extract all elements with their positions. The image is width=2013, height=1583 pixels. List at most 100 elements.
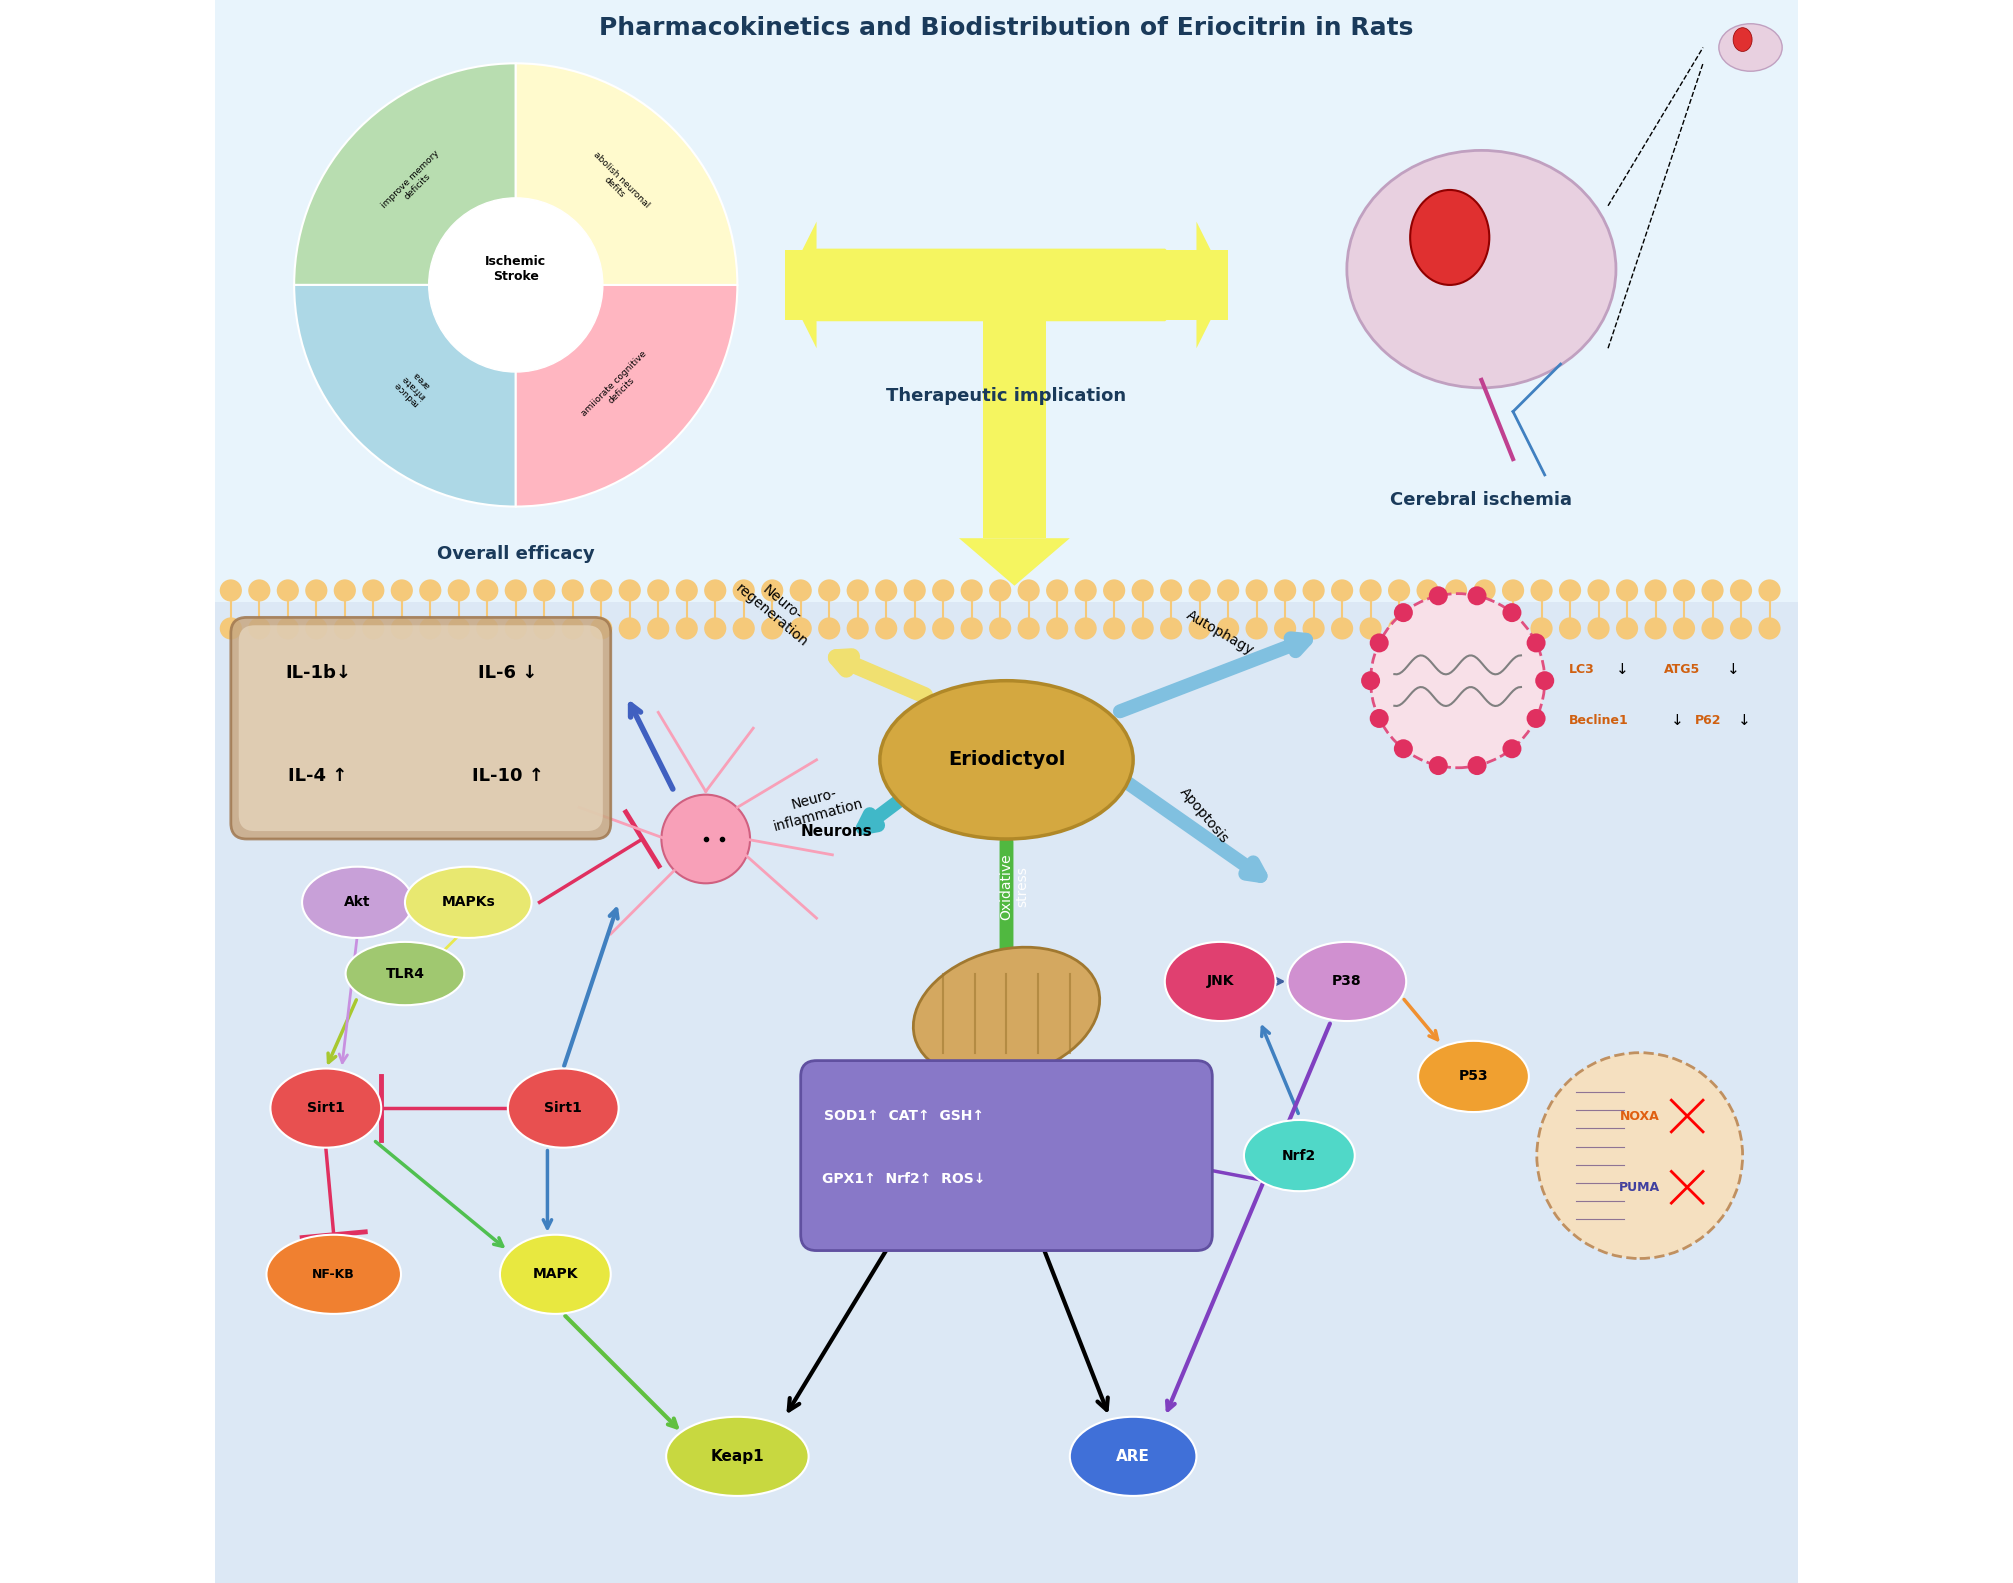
Circle shape [391, 617, 413, 640]
Circle shape [477, 579, 499, 602]
Ellipse shape [1288, 942, 1407, 1021]
Circle shape [362, 579, 384, 602]
Circle shape [1729, 579, 1751, 602]
Text: Sirt1: Sirt1 [544, 1102, 582, 1114]
Circle shape [1536, 671, 1554, 690]
Ellipse shape [346, 942, 465, 1005]
Circle shape [1331, 617, 1353, 640]
Circle shape [847, 579, 870, 602]
Text: ↓: ↓ [1737, 712, 1751, 728]
Text: Overall efficacy: Overall efficacy [437, 545, 594, 564]
Circle shape [391, 579, 413, 602]
FancyArrowPatch shape [1119, 638, 1306, 711]
Text: Ischemic
Stroke: Ischemic Stroke [485, 255, 546, 283]
Circle shape [761, 579, 783, 602]
Circle shape [904, 617, 926, 640]
Text: Autophagy: Autophagy [1184, 608, 1256, 659]
Circle shape [505, 579, 527, 602]
Circle shape [419, 579, 441, 602]
Circle shape [334, 617, 356, 640]
Text: Neurons: Neurons [801, 823, 872, 839]
Bar [215, 602, 1798, 1583]
Ellipse shape [1166, 942, 1276, 1021]
Circle shape [1131, 617, 1153, 640]
Wedge shape [515, 285, 737, 507]
Circle shape [876, 617, 898, 640]
Circle shape [1047, 617, 1069, 640]
Text: reduce
infrate
area: reduce infrate area [393, 366, 435, 408]
Circle shape [960, 579, 982, 602]
Text: Nrf2: Nrf2 [1282, 1149, 1317, 1162]
Circle shape [1616, 617, 1639, 640]
Circle shape [533, 579, 556, 602]
Wedge shape [515, 63, 737, 285]
Circle shape [306, 579, 328, 602]
FancyArrowPatch shape [864, 793, 910, 828]
Circle shape [590, 579, 612, 602]
Circle shape [1371, 594, 1544, 768]
Circle shape [662, 795, 751, 883]
Circle shape [1429, 586, 1447, 605]
Circle shape [988, 617, 1011, 640]
Circle shape [1075, 617, 1097, 640]
Text: ↓: ↓ [1727, 662, 1739, 678]
Circle shape [733, 617, 755, 640]
Text: MAPK: MAPK [533, 1268, 578, 1281]
Circle shape [1645, 579, 1667, 602]
Ellipse shape [1411, 190, 1490, 285]
Text: ↓: ↓ [1616, 662, 1629, 678]
Circle shape [1673, 617, 1695, 640]
Circle shape [306, 617, 328, 640]
Circle shape [904, 579, 926, 602]
Circle shape [248, 617, 270, 640]
Ellipse shape [1069, 1417, 1196, 1496]
Polygon shape [1196, 222, 1228, 348]
Ellipse shape [1347, 150, 1616, 388]
Text: NOXA: NOXA [1620, 1110, 1659, 1122]
Ellipse shape [1417, 1042, 1530, 1111]
Circle shape [505, 617, 527, 640]
Circle shape [676, 579, 699, 602]
Circle shape [1274, 579, 1296, 602]
Circle shape [1302, 579, 1325, 602]
Circle shape [1359, 617, 1381, 640]
Circle shape [477, 617, 499, 640]
Circle shape [705, 579, 727, 602]
Circle shape [1502, 579, 1524, 602]
Circle shape [1417, 579, 1439, 602]
Circle shape [1759, 579, 1782, 602]
Circle shape [1530, 617, 1552, 640]
Text: GPX1↑  Nrf2↑  ROS↓: GPX1↑ Nrf2↑ ROS↓ [821, 1173, 984, 1186]
FancyArrow shape [817, 250, 1204, 321]
Circle shape [533, 617, 556, 640]
Circle shape [1075, 579, 1097, 602]
Circle shape [618, 579, 640, 602]
Circle shape [1369, 633, 1389, 652]
Text: Cerebral ischemia: Cerebral ischemia [1391, 491, 1572, 508]
Text: Neuro-
inflammation: Neuro- inflammation [769, 780, 866, 834]
Circle shape [248, 579, 270, 602]
Text: abolish neuronal
defits: abolish neuronal defits [584, 150, 650, 217]
Circle shape [419, 617, 441, 640]
Text: Becline1: Becline1 [1568, 714, 1629, 727]
Circle shape [1047, 579, 1069, 602]
Ellipse shape [302, 867, 413, 937]
Text: ARE: ARE [1115, 1448, 1149, 1464]
Circle shape [1445, 579, 1467, 602]
Text: improve memory
deficits: improve memory deficits [380, 149, 449, 217]
Circle shape [334, 579, 356, 602]
FancyBboxPatch shape [240, 625, 602, 831]
Text: NF-KB: NF-KB [312, 1268, 354, 1281]
Text: Keap1: Keap1 [711, 1448, 765, 1464]
Circle shape [1131, 579, 1153, 602]
Circle shape [618, 617, 640, 640]
Text: Therapeutic implication: Therapeutic implication [886, 386, 1127, 405]
Circle shape [1645, 617, 1667, 640]
FancyArrowPatch shape [835, 657, 924, 695]
Ellipse shape [666, 1417, 809, 1496]
Circle shape [1701, 579, 1723, 602]
Circle shape [876, 579, 898, 602]
Circle shape [761, 617, 783, 640]
Circle shape [1274, 617, 1296, 640]
Circle shape [1019, 617, 1041, 640]
